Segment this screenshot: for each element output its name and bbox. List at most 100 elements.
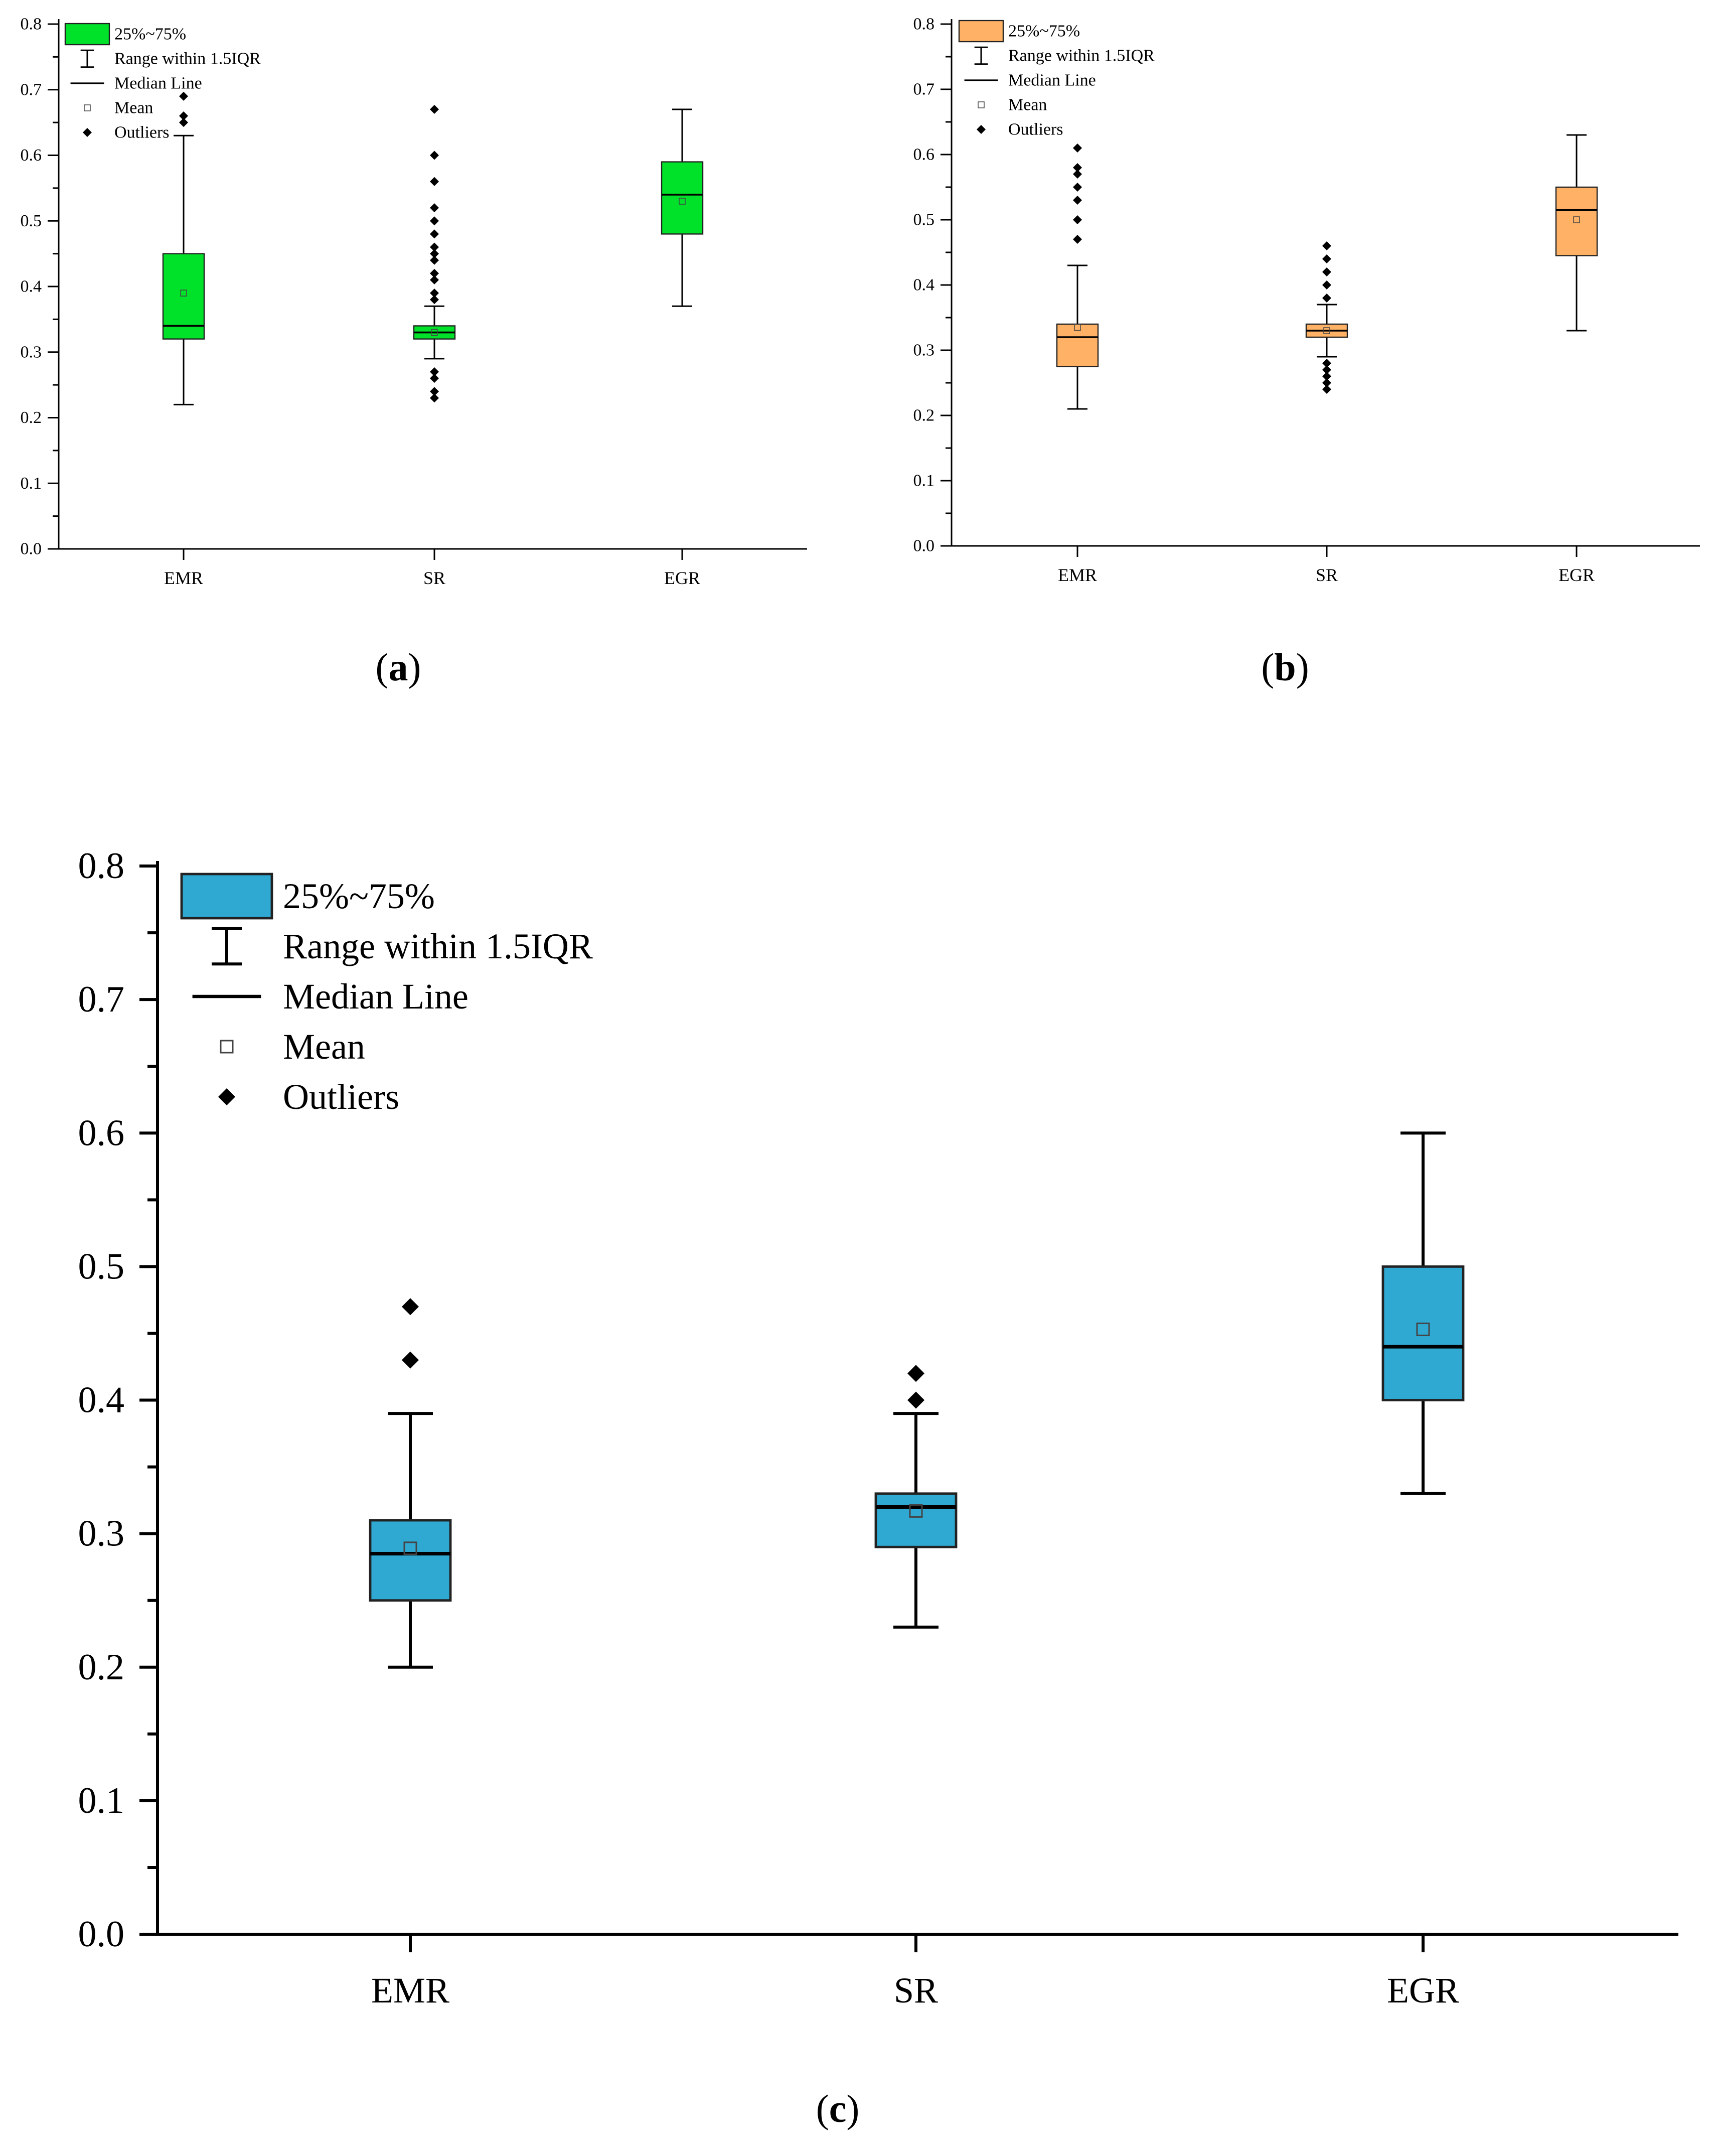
mean-marker (1416, 1322, 1430, 1336)
y-tick-label: 0.5 (913, 211, 935, 229)
y-tick-label: 0.8 (78, 845, 125, 887)
legend-mean-symbol (978, 101, 985, 108)
legend-label: Range within 1.5IQR (114, 50, 261, 68)
outlier-point (1322, 280, 1331, 290)
mean-marker (679, 198, 686, 205)
y-tick-label: 0.3 (913, 341, 935, 360)
mean-marker (1323, 327, 1330, 334)
outlier-point (1322, 385, 1331, 394)
box-sr (874, 1365, 958, 1629)
legend: 25%~75% Range within 1.5IQR Median Line Mea… (180, 873, 593, 1117)
legend-label: Mean (1008, 96, 1047, 114)
legend-mean-symbol (84, 104, 91, 111)
outlier-point (430, 229, 439, 239)
caption-b: (b) (1261, 645, 1309, 689)
x-tick-label: EGR (1558, 565, 1595, 585)
legend-label: Range within 1.5IQR (283, 926, 593, 966)
outlier-point (430, 387, 439, 396)
outlier-point (179, 118, 188, 127)
outlier-point (430, 216, 439, 226)
y-tick-label: 0.6 (21, 146, 42, 165)
legend-label: Median Line (283, 976, 469, 1017)
legend-outlier-symbol (977, 125, 986, 134)
legend-box-swatch (958, 20, 1004, 43)
outlier-point (1322, 241, 1331, 250)
outlier-point (907, 1365, 924, 1382)
y-tick-label: 0.7 (21, 80, 42, 99)
iqr-box (369, 1519, 452, 1602)
outlier-point (430, 393, 439, 403)
outlier-point (1073, 235, 1082, 244)
legend: 25%~75% Range within 1.5IQR Median Line Mea… (64, 23, 261, 142)
outlier-point (430, 203, 439, 213)
x-tick-label: SR (894, 1970, 938, 2010)
outlier-point (1322, 378, 1331, 387)
outlier-point (1322, 372, 1331, 381)
chart-panel-a: 0.0 0.1 0.2 0.3 0.4 0.5 0.6 0.7 0.8 EMR SR EGR 25%~7… (21, 15, 807, 588)
x-tick-label: EMR (164, 568, 203, 588)
legend-label: Outliers (114, 123, 170, 142)
outlier-point (1322, 294, 1331, 303)
outlier-point (1073, 183, 1082, 192)
chart-panel-c: 0.0 0.1 0.2 0.3 0.4 0.5 0.6 0.7 0.8 EMR SR EGR 25%~7… (78, 845, 1678, 2010)
caption-c: (c) (816, 2087, 860, 2130)
x-tick-label: EMR (1058, 565, 1097, 585)
outlier-point (1073, 143, 1082, 153)
outlier-point (430, 104, 439, 114)
mean-marker (1074, 324, 1081, 331)
y-tick-label: 0.3 (21, 343, 42, 361)
outlier-point (402, 1298, 419, 1316)
y-tick-label: 0.4 (913, 276, 935, 295)
mean-marker (909, 1504, 923, 1518)
legend-outlier-symbol (218, 1088, 235, 1105)
legend-label: Mean (283, 1027, 365, 1067)
outlier-point (1322, 359, 1331, 368)
box-emr (162, 91, 205, 405)
legend-box-swatch (64, 23, 110, 46)
outlier-point (1073, 215, 1082, 224)
y-tick-label: 0.7 (78, 979, 125, 1020)
y-tick-label: 0.5 (21, 212, 42, 230)
y-tick-label: 0.6 (913, 146, 935, 164)
y-tick-label: 0.1 (78, 1780, 125, 1821)
y-tick-label: 0.6 (78, 1112, 125, 1154)
outlier-point (430, 374, 439, 383)
outlier-point (1322, 365, 1331, 374)
box-egr (1555, 134, 1598, 332)
iqr-box (1555, 186, 1598, 256)
y-tick-label: 0.5 (78, 1246, 125, 1287)
y-tick-label: 0.2 (913, 406, 935, 425)
box-emr (1056, 143, 1099, 410)
outlier-point (1073, 170, 1082, 179)
box-egr (661, 108, 704, 307)
x-tick-label: EMR (371, 1970, 449, 2010)
y-tick-label: 0.0 (913, 537, 935, 555)
y-tick-label: 0.4 (21, 277, 42, 296)
y-tick-label: 0.2 (21, 408, 42, 427)
outlier-point (430, 151, 439, 160)
y-tick-label: 0.4 (78, 1380, 125, 1421)
y-tick-label: 0.0 (78, 1914, 125, 1955)
legend-label: Median Line (114, 74, 202, 93)
legend-label: Range within 1.5IQR (1008, 47, 1155, 65)
legend-mean-symbol (220, 1040, 234, 1054)
box-egr (1381, 1131, 1465, 1495)
y-tick-label: 0.8 (21, 15, 42, 34)
legend-label: Median Line (1008, 71, 1096, 90)
outlier-point (430, 268, 439, 278)
iqr-box (1381, 1265, 1465, 1401)
legend-box-swatch (180, 873, 273, 920)
legend-outlier-symbol (83, 128, 92, 137)
outlier-point (179, 111, 188, 121)
outlier-point (430, 242, 439, 252)
outlier-point (430, 275, 439, 284)
mean-marker (403, 1541, 417, 1555)
outlier-point (179, 91, 188, 101)
outlier-point (430, 249, 439, 258)
y-tick-label: 0.0 (21, 540, 42, 558)
iqr-box (874, 1492, 958, 1548)
outlier-point (430, 255, 439, 265)
x-tick-label: SR (1316, 565, 1338, 585)
legend-label: Mean (114, 99, 153, 117)
